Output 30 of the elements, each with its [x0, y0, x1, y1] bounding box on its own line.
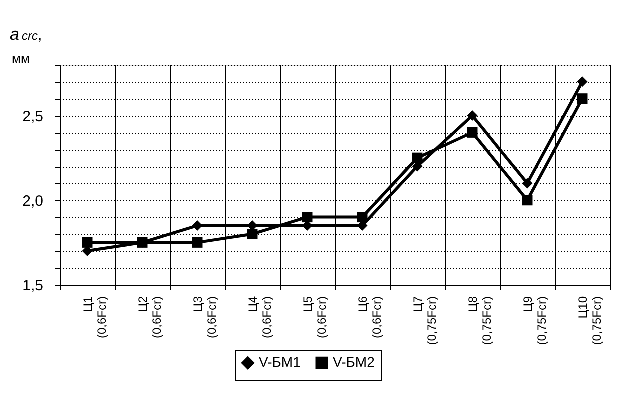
point	[412, 152, 423, 164]
legend-label: V-БМ1	[259, 354, 302, 370]
y-tick-label: 2,0	[22, 192, 44, 210]
point	[577, 76, 588, 88]
x-tick-label: Ц7 (0,75Fcr)	[411, 296, 439, 346]
y-tick-label: 1,5	[22, 278, 44, 294]
point	[192, 237, 203, 248]
x-tick-label: Ц4 (0,6Fcr)	[246, 296, 274, 338]
x-tick-label: Ц2 (0,6Fcr)	[136, 296, 164, 338]
point	[247, 228, 258, 240]
point	[192, 220, 203, 232]
x-tick-label: Ц8 (0,75Fcr)	[466, 296, 494, 346]
x-tick-label: Ц1 (0,6Fcr)	[81, 296, 109, 338]
point	[522, 178, 533, 189]
x-tick-label: Ц5 (0,6Fcr)	[301, 296, 329, 338]
x-tick-label: Ц10 (0,75Fcr)	[576, 296, 604, 346]
y-tick-label: 2,5	[22, 108, 44, 126]
point	[522, 195, 533, 206]
y-axis-title: acrc, мм	[10, 25, 42, 66]
point	[467, 110, 478, 122]
point	[467, 127, 478, 138]
legend-label: V-БМ2	[333, 354, 376, 370]
point	[577, 94, 588, 104]
x-tick-label: Ц9 (0,75Fcr)	[521, 296, 549, 346]
x-tick-label: Ц6 (0,6Fcr)	[356, 296, 384, 338]
point	[302, 212, 313, 223]
point	[137, 237, 148, 248]
point	[82, 237, 93, 248]
point	[357, 212, 368, 223]
x-tick-label: Ц3 (0,6Fcr)	[191, 296, 219, 338]
